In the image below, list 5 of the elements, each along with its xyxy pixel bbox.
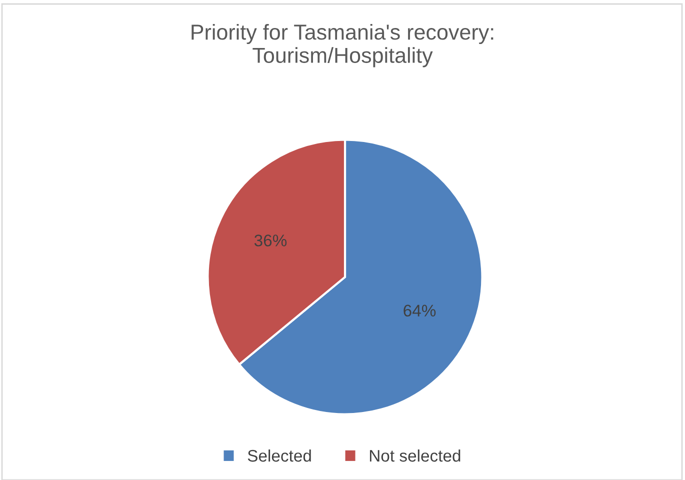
data-label: 64% bbox=[404, 304, 436, 317]
chart-title: Priority for Tasmania's recovery: Tourism/Hospitality bbox=[192, 24, 494, 68]
legend-label: Selected bbox=[248, 449, 311, 462]
data-label: 36% bbox=[254, 234, 287, 246]
legend-label: Not selected bbox=[370, 449, 460, 462]
